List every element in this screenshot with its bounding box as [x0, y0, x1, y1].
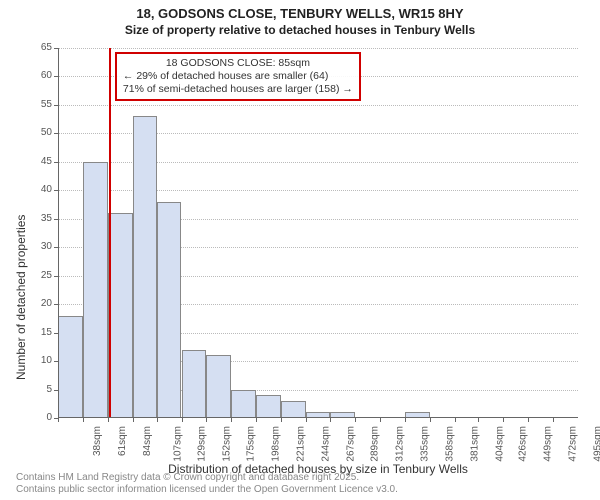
histogram-bar	[108, 213, 133, 418]
y-tick-mark	[54, 390, 58, 391]
annotation-line: ← 29% of detached houses are smaller (64…	[123, 70, 353, 83]
x-tick-label: 472sqm	[568, 426, 579, 462]
y-tick-label: 10	[26, 355, 52, 366]
x-tick-label: 449sqm	[543, 426, 554, 462]
x-tick-label: 84sqm	[142, 426, 153, 456]
histogram-bar	[58, 316, 83, 418]
gridline	[58, 105, 578, 107]
x-tick-mark	[528, 418, 529, 422]
x-tick-mark	[405, 418, 406, 422]
y-tick-label: 65	[26, 42, 52, 53]
title-block: 18, GODSONS CLOSE, TENBURY WELLS, WR15 8…	[0, 0, 600, 37]
reference-line	[109, 48, 111, 418]
histogram-bar	[231, 390, 256, 418]
x-tick-label: 404sqm	[494, 426, 505, 462]
histogram-bar	[206, 355, 231, 418]
y-tick-mark	[54, 133, 58, 134]
x-tick-label: 244sqm	[321, 426, 332, 462]
footer-line-1: Contains HM Land Registry data © Crown c…	[16, 472, 398, 484]
x-tick-mark	[281, 418, 282, 422]
histogram-bar	[256, 395, 281, 418]
y-tick-mark	[54, 190, 58, 191]
x-tick-label: 495sqm	[593, 426, 600, 462]
histogram-bar	[182, 350, 207, 418]
y-tick-label: 60	[26, 70, 52, 81]
x-tick-label: 221sqm	[296, 426, 307, 462]
x-tick-label: 426sqm	[518, 426, 529, 462]
x-tick-mark	[430, 418, 431, 422]
annotation-line: 18 GODSONS CLOSE: 85sqm	[123, 57, 353, 70]
x-tick-mark	[133, 418, 134, 422]
y-axis-line	[58, 48, 59, 418]
x-tick-label: 267sqm	[346, 426, 357, 462]
y-tick-mark	[54, 276, 58, 277]
y-tick-label: 15	[26, 327, 52, 338]
chart-title: 18, GODSONS CLOSE, TENBURY WELLS, WR15 8…	[0, 6, 600, 21]
gridline	[58, 48, 578, 50]
x-tick-label: 129sqm	[196, 426, 207, 462]
y-tick-label: 35	[26, 213, 52, 224]
y-tick-mark	[54, 105, 58, 106]
y-tick-mark	[54, 247, 58, 248]
x-tick-label: 312sqm	[394, 426, 405, 462]
y-tick-mark	[54, 48, 58, 49]
x-tick-label: 289sqm	[369, 426, 380, 462]
x-tick-mark	[306, 418, 307, 422]
x-tick-mark	[182, 418, 183, 422]
annotation-line: 71% of semi-detached houses are larger (…	[123, 83, 353, 96]
y-tick-label: 5	[26, 384, 52, 395]
attribution-footer: Contains HM Land Registry data © Crown c…	[16, 472, 398, 496]
x-tick-label: 61sqm	[117, 426, 128, 456]
histogram-bar	[83, 162, 108, 418]
y-tick-label: 20	[26, 298, 52, 309]
x-tick-mark	[83, 418, 84, 422]
x-tick-label: 38sqm	[92, 426, 103, 456]
x-tick-label: 198sqm	[271, 426, 282, 462]
x-tick-mark	[157, 418, 158, 422]
plot-area: 18 GODSONS CLOSE: 85sqm← 29% of detached…	[58, 48, 578, 418]
x-axis-line	[58, 417, 578, 418]
x-tick-mark	[355, 418, 356, 422]
x-tick-label: 107sqm	[172, 426, 183, 462]
x-tick-mark	[58, 418, 59, 422]
chart-container: 18, GODSONS CLOSE, TENBURY WELLS, WR15 8…	[0, 0, 600, 500]
y-tick-label: 50	[26, 127, 52, 138]
y-tick-mark	[54, 304, 58, 305]
x-tick-mark	[503, 418, 504, 422]
y-tick-mark	[54, 361, 58, 362]
x-tick-mark	[206, 418, 207, 422]
footer-line-2: Contains public sector information licen…	[16, 484, 398, 496]
y-tick-label: 55	[26, 99, 52, 110]
x-tick-label: 335sqm	[419, 426, 430, 462]
y-tick-mark	[54, 219, 58, 220]
histogram-bar	[157, 202, 182, 418]
histogram-bar	[133, 116, 157, 418]
x-tick-mark	[108, 418, 109, 422]
y-tick-label: 0	[26, 412, 52, 423]
x-tick-mark	[380, 418, 381, 422]
x-tick-label: 358sqm	[444, 426, 455, 462]
x-tick-mark	[330, 418, 331, 422]
x-tick-mark	[256, 418, 257, 422]
chart-subtitle: Size of property relative to detached ho…	[0, 23, 600, 37]
x-tick-mark	[231, 418, 232, 422]
y-tick-mark	[54, 162, 58, 163]
x-tick-label: 175sqm	[246, 426, 257, 462]
y-tick-label: 40	[26, 184, 52, 195]
y-tick-label: 30	[26, 241, 52, 252]
x-tick-label: 152sqm	[221, 426, 232, 462]
y-tick-mark	[54, 76, 58, 77]
y-tick-label: 45	[26, 156, 52, 167]
y-tick-mark	[54, 333, 58, 334]
annotation-box: 18 GODSONS CLOSE: 85sqm← 29% of detached…	[115, 52, 361, 101]
x-tick-mark	[455, 418, 456, 422]
y-tick-label: 25	[26, 270, 52, 281]
histogram-bar	[281, 401, 306, 418]
x-tick-mark	[553, 418, 554, 422]
x-tick-label: 381sqm	[469, 426, 480, 462]
x-tick-mark	[478, 418, 479, 422]
